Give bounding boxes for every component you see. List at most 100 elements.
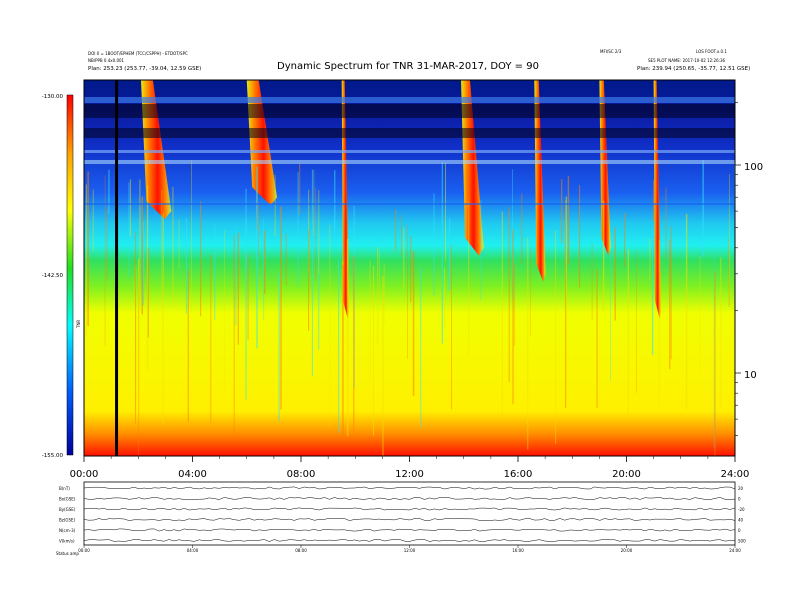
streak-118 (713, 241, 715, 449)
band-5 (84, 203, 735, 205)
streak-21 (178, 219, 180, 269)
streak-7 (311, 169, 313, 377)
band-4 (84, 160, 735, 164)
panel2-right-tick-2: -20 (738, 507, 745, 512)
streak-63 (278, 273, 280, 422)
streak-30 (382, 276, 384, 456)
panel2-x-tick-label-5: 20:00 (621, 548, 633, 553)
panel2-trace-3 (83, 518, 736, 521)
header-left-1: DOI 0 = 1BOOT/EPHEM (TCC/CSPPH) - ETDOT/… (88, 51, 188, 56)
header-left-2: NB/PPB 0.4x0.001 (88, 58, 125, 63)
streak-103 (342, 264, 344, 436)
streak-10 (527, 237, 529, 450)
streak-0 (403, 227, 405, 289)
streak-37 (106, 206, 108, 280)
streak-44 (433, 193, 435, 296)
streak-19 (513, 264, 515, 346)
streak-31 (596, 269, 598, 408)
colorbar-label-top: -130.00 (42, 94, 64, 100)
streak-74 (441, 162, 443, 344)
streak-38 (565, 196, 567, 401)
y-tick-label-10: 10 (744, 370, 757, 381)
streak-40 (139, 179, 141, 307)
streak-56 (185, 217, 187, 314)
panel2-x-tick-label-6: 24:00 (729, 548, 741, 553)
streak-8 (237, 232, 239, 345)
streak-41 (299, 163, 301, 215)
streak-28 (329, 224, 331, 428)
streak-108 (561, 179, 563, 244)
header-right-4: Plan: 239.94 (250.65, -35.77, 12.51 GSE) (637, 66, 750, 72)
streak-23 (191, 160, 192, 313)
panel2-right-tick-3: 40 (738, 518, 744, 523)
panel2-trace-1 (83, 497, 736, 500)
chart-title: Dynamic Spectrum for TNR 31-MAR-2017, DO… (277, 61, 539, 72)
streak-109 (85, 184, 87, 336)
streak-78 (468, 201, 470, 355)
streak-107 (610, 256, 611, 381)
streak-105 (256, 166, 258, 349)
streak-42 (444, 268, 446, 327)
panel2-row-label-2: By(GSE) (59, 507, 76, 512)
streak-98 (135, 232, 136, 424)
streak-49 (263, 230, 266, 294)
streak-84 (161, 190, 163, 316)
streak-99 (410, 235, 412, 303)
streak-39 (200, 201, 202, 317)
streak-100 (245, 218, 247, 270)
streak-64 (92, 189, 94, 252)
streak-22 (315, 187, 317, 281)
band-3 (84, 150, 735, 153)
streak-26 (258, 203, 259, 257)
panel2-row-label-1: Bx(GSE) (59, 497, 76, 502)
colorbar (66, 94, 74, 456)
streak-94 (729, 173, 730, 299)
streak-61 (636, 250, 637, 393)
streak-65 (407, 223, 408, 359)
streak-2 (512, 169, 513, 299)
streak-16 (318, 230, 320, 350)
panel2-right-tick-5: 500 (738, 539, 746, 544)
panel2-row-label-0: B(nT) (59, 486, 70, 491)
streak-32 (624, 212, 626, 267)
panel2-row-label-3: Bz(GSE) (59, 518, 76, 523)
header-left-3: Plan: 253.23 (253.77, -39.04, 12.59 GSE) (88, 66, 201, 72)
burst-5 (599, 80, 611, 256)
band-0 (84, 97, 735, 103)
streak-112 (468, 160, 470, 242)
streak-59 (141, 196, 143, 315)
lower-panel-frame (83, 481, 736, 546)
x-tick-label-5: 20:00 (612, 469, 641, 480)
streak-70 (383, 263, 385, 324)
streak-82 (649, 238, 651, 280)
x-axis-ticks: 00:00 04:00 08:00 12:00 16:00 20:00 24:00 (70, 456, 749, 480)
footer-label: Status amp (56, 551, 79, 556)
streak-93 (627, 249, 629, 414)
streak-85 (451, 244, 452, 410)
radio-bursts (140, 80, 662, 319)
streak-75 (138, 275, 140, 456)
horizontal-bands (84, 97, 735, 205)
streak-50 (480, 200, 482, 301)
panel2-x-tick-label-3: 12:00 (404, 548, 416, 553)
streak-113 (346, 238, 349, 437)
panel2-right-tick-1: 0 (738, 497, 741, 502)
streak-6 (235, 225, 237, 326)
streak-25 (565, 200, 567, 408)
streak-47 (555, 230, 557, 445)
streak-13 (714, 271, 716, 456)
panel2-right-tick-4: 0 (738, 528, 741, 533)
streak-9 (172, 186, 174, 308)
header-right-2: LOS FOOT.x.0.1 (696, 49, 727, 54)
streak-12 (567, 175, 570, 265)
streak-5 (521, 193, 523, 265)
streak-55 (720, 257, 722, 409)
streak-89 (602, 200, 605, 311)
panel2-right-tick-0: 20 (738, 486, 744, 491)
panel2-x-tick-label-2: 08:00 (295, 548, 307, 553)
vertical-streaks (85, 160, 736, 456)
streak-58 (401, 215, 402, 256)
streak-76 (280, 206, 282, 410)
